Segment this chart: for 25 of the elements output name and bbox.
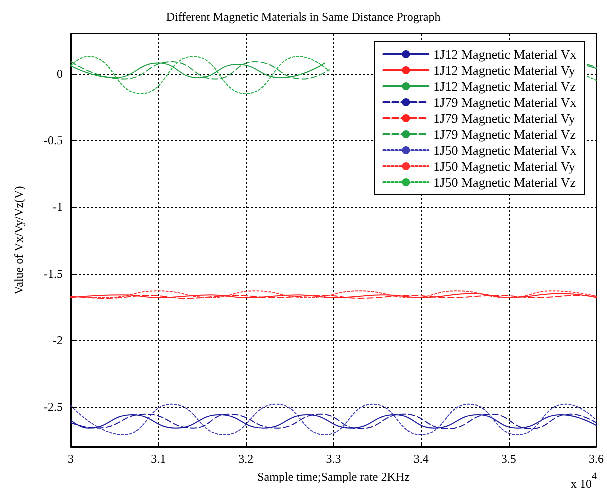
x-tick-label: 3.6	[589, 452, 604, 466]
x-axis-title: Sample time;Sample rate 2KHz	[258, 470, 410, 484]
y-tick-label: 0	[57, 66, 63, 81]
y-tick-label: -1.5	[44, 266, 63, 281]
legend-label: 1J79 Magnetic Material Vx	[434, 95, 578, 110]
y-tick-label: -2.5	[44, 400, 63, 414]
x-tick-label: 3.3	[326, 452, 342, 466]
y-axis-title: Value of Vx/Vy/Vz(V)	[12, 186, 26, 295]
x-tick-label: 3.1	[151, 452, 166, 466]
chart-title: Different Magnetic Materials in Same Distance Prograph	[166, 10, 441, 24]
x-tick-label: 3	[68, 452, 74, 466]
x-tick-label: 3.4	[414, 452, 429, 466]
legend-label: 1J12 Magnetic Material Vy	[434, 63, 576, 78]
y-tick-label: -0.5	[44, 134, 63, 148]
legend-label: 1J50 Magnetic Material Vy	[434, 159, 576, 174]
x-tick-label: 3.2	[238, 452, 254, 466]
legend-label: 1J50 Magnetic Material Vz	[434, 175, 576, 190]
legend-label: 1J50 Magnetic Material Vx	[434, 143, 578, 158]
legend-label: 1J79 Magnetic Material Vy	[434, 111, 576, 126]
y-tick-label: -1	[53, 200, 63, 214]
legend-label: 1J12 Magnetic Material Vx	[434, 47, 578, 62]
legend-label: 1J12 Magnetic Material Vz	[434, 79, 576, 94]
legend-label: 1J79 Magnetic Material Vz	[434, 127, 576, 142]
y-tick-label: -2	[53, 333, 63, 348]
x-tick-label: 3.5	[501, 452, 516, 466]
